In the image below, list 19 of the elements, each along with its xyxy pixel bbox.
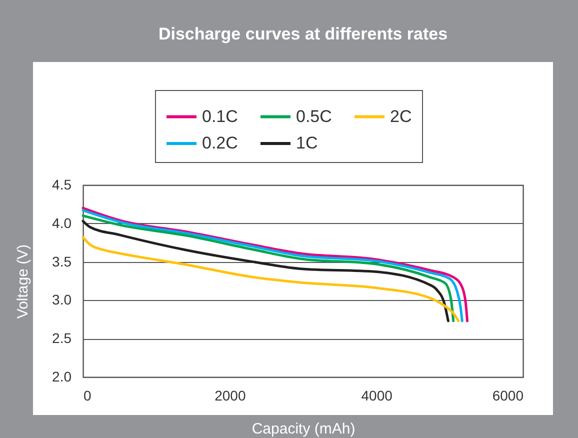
x-axis-title: Capacity (mAh) bbox=[252, 420, 356, 438]
y-tick-label: 2.5 bbox=[52, 330, 72, 346]
legend-label: 2C bbox=[390, 106, 412, 126]
legend-label: 0.2C bbox=[202, 134, 238, 152]
y-tick-label: 3.5 bbox=[52, 253, 72, 270]
y-axis-title: Voltage (V) bbox=[14, 244, 32, 319]
legend-label: 0.1C bbox=[202, 106, 238, 126]
x-tick-label: 0 bbox=[84, 388, 92, 404]
chart-title: Discharge curves at differents rates bbox=[158, 24, 448, 44]
y-tick-label: 4.5 bbox=[52, 176, 72, 192]
legend-label: 1C bbox=[296, 134, 318, 152]
y-tick-label: 3.0 bbox=[52, 292, 72, 308]
x-tick-label: 6000 bbox=[492, 388, 524, 404]
x-tick-label: 4000 bbox=[361, 388, 393, 404]
legend-label: 0.5C bbox=[296, 106, 332, 126]
x-tick-label: 2000 bbox=[214, 388, 246, 404]
line-series bbox=[82, 236, 460, 322]
y-tick-label: 4.0 bbox=[52, 214, 72, 231]
y-tick-label: 2.0 bbox=[52, 368, 72, 384]
